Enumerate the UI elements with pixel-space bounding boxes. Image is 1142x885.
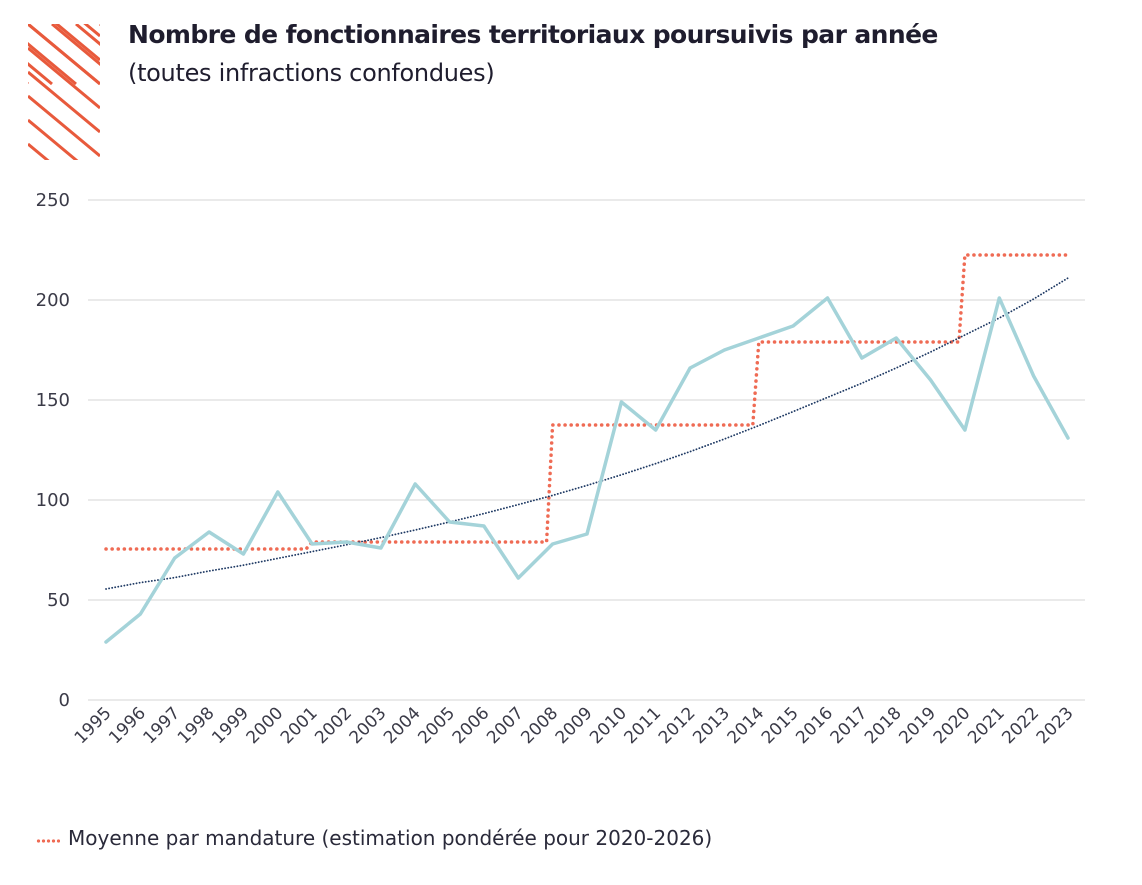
data-point (345, 540, 348, 544)
data-point (619, 400, 623, 404)
x-tick-label: 2016 (792, 703, 837, 748)
data-point (138, 612, 142, 616)
decoration-stripe (54, 24, 100, 62)
x-tick-label: 2012 (655, 703, 700, 748)
data-point (757, 336, 761, 340)
data-point (722, 348, 726, 352)
data-point (379, 546, 383, 550)
decoration-stripe (28, 46, 100, 110)
data-point (963, 428, 967, 432)
x-tick-label: 2022 (998, 703, 1043, 748)
data-point (276, 490, 280, 494)
data-point (1032, 374, 1036, 378)
data-point (688, 366, 692, 370)
y-tick-label: 150 (36, 390, 70, 411)
data-point (929, 378, 933, 382)
data-point (860, 356, 864, 360)
decoration-stripe (28, 42, 77, 86)
data-point (448, 520, 452, 524)
legend-swatch-average (36, 839, 60, 843)
y-tick-label: 0 (59, 690, 70, 711)
x-tick-label: 2010 (586, 703, 631, 748)
x-tick-label: 2011 (621, 703, 666, 748)
data-point (997, 296, 1001, 300)
decoration-stripe (51, 24, 100, 66)
x-tick-label: 1996 (105, 703, 150, 748)
x-tick-label: 2023 (1033, 703, 1078, 748)
series-line-main (104, 296, 1070, 644)
decoration-stripe (75, 24, 100, 46)
x-tick-label: 2018 (861, 703, 906, 748)
data-point (1066, 436, 1070, 440)
legend: Moyenne par mandature (estimation pondér… (36, 826, 712, 850)
x-tick-label: 2019 (895, 703, 940, 748)
chart-title: Nombre de fonctionnaires territoriaux po… (128, 20, 938, 49)
x-tick-label: 1997 (140, 703, 185, 748)
x-tick-label: 2021 (964, 703, 1009, 748)
x-tick-label: 1995 (71, 703, 116, 748)
x-tick-label: 2009 (552, 703, 597, 748)
x-tick-label: 2006 (449, 703, 494, 748)
data-point (551, 542, 555, 546)
decoration-stripe (83, 24, 100, 38)
data-point (104, 640, 108, 644)
data-point (654, 428, 658, 432)
decoration-stripe (28, 24, 100, 86)
data-point (791, 324, 795, 328)
data-point (482, 524, 486, 528)
x-tick-label: 2017 (827, 703, 872, 748)
x-tick-label: 2001 (277, 703, 322, 748)
x-tick-label: 2003 (346, 703, 391, 748)
x-tick-label: 1999 (208, 703, 253, 748)
decoration-stripe (28, 142, 50, 160)
y-tick-label: 250 (36, 190, 70, 211)
x-tick-label: 2007 (483, 703, 528, 748)
legend-label-average: Moyenne par mandature (estimation pondér… (68, 826, 713, 850)
line-chart: 0501001502002501995199619971998199920002… (36, 190, 1085, 748)
series-line-trend (105, 277, 1069, 590)
data-point (516, 576, 520, 580)
data-point (241, 552, 245, 556)
data-point (894, 336, 898, 340)
x-tick-label: 2002 (311, 703, 356, 748)
x-tick-label: 2005 (414, 703, 459, 748)
data-point (310, 542, 314, 546)
x-tick-label: 2015 (758, 703, 803, 748)
decoration-stripe (28, 94, 100, 158)
x-tick-label: 2014 (724, 703, 769, 748)
data-point (207, 530, 211, 534)
x-tick-label: 2020 (930, 703, 975, 748)
x-tick-label: 2000 (243, 703, 288, 748)
y-tick-label: 50 (47, 590, 70, 611)
decoration-stripe (28, 62, 53, 86)
x-tick-label: 1998 (174, 703, 219, 748)
data-point (173, 556, 177, 560)
y-tick-label: 200 (36, 290, 70, 311)
data-point (413, 482, 417, 486)
decoration-stripe (28, 118, 79, 160)
data-point (585, 532, 589, 536)
data-point (826, 296, 829, 300)
x-tick-label: 2004 (380, 703, 425, 748)
decoration-stripe (28, 70, 100, 134)
x-tick-label: 2013 (689, 703, 734, 748)
diagonal-stripes-decoration (28, 24, 100, 160)
y-tick-label: 100 (36, 490, 70, 511)
chart-subtitle: (toutes infractions confondues) (128, 59, 495, 87)
x-tick-label: 2008 (517, 703, 562, 748)
series-line-average (104, 253, 1070, 551)
